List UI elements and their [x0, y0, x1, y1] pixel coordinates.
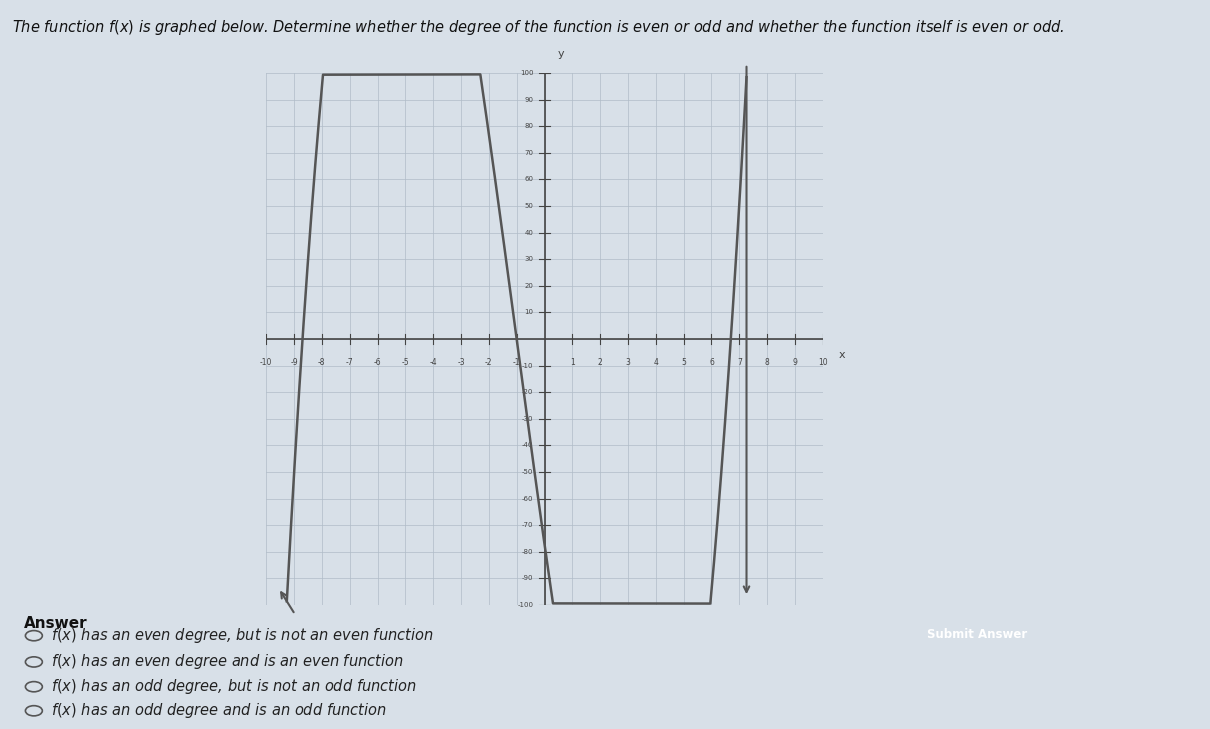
Text: 90: 90: [524, 96, 534, 103]
Text: -20: -20: [522, 389, 534, 395]
Text: 60: 60: [524, 176, 534, 182]
Text: -3: -3: [457, 358, 465, 367]
Text: 2: 2: [598, 358, 603, 367]
Text: 1: 1: [570, 358, 575, 367]
Text: -7: -7: [346, 358, 353, 367]
Text: 9: 9: [793, 358, 797, 367]
Text: Submit Answer: Submit Answer: [927, 628, 1027, 642]
Text: -90: -90: [522, 575, 534, 582]
Text: 80: 80: [524, 123, 534, 129]
Text: x: x: [839, 350, 846, 360]
Text: 40: 40: [524, 230, 534, 235]
Text: -50: -50: [522, 469, 534, 475]
Text: 5: 5: [681, 358, 686, 367]
Text: 8: 8: [765, 358, 770, 367]
Text: -6: -6: [374, 358, 381, 367]
Text: -1: -1: [513, 358, 520, 367]
Text: 10: 10: [524, 309, 534, 316]
Text: 7: 7: [737, 358, 742, 367]
Text: -80: -80: [522, 549, 534, 555]
Text: $f(x)$ has an odd degree and is an odd function: $f(x)$ has an odd degree and is an odd f…: [51, 701, 387, 720]
Text: 10: 10: [818, 358, 828, 367]
Text: -70: -70: [522, 522, 534, 529]
Text: -100: -100: [518, 602, 534, 608]
Text: -8: -8: [318, 358, 325, 367]
Text: $f(x)$ has an even degree, but is not an even function: $f(x)$ has an even degree, but is not an…: [51, 626, 433, 645]
Text: -10: -10: [260, 358, 272, 367]
Text: -10: -10: [522, 362, 534, 369]
Text: 4: 4: [653, 358, 658, 367]
Text: 20: 20: [524, 283, 534, 289]
Text: Answer: Answer: [24, 616, 88, 631]
Text: 70: 70: [524, 149, 534, 156]
Text: $f(x)$ has an odd degree, but is not an odd function: $f(x)$ has an odd degree, but is not an …: [51, 677, 416, 696]
Text: The function $f(x)$ is graphed below. Determine whether the degree of the functi: The function $f(x)$ is graphed below. De…: [12, 18, 1065, 37]
Text: 6: 6: [709, 358, 714, 367]
Text: 50: 50: [524, 203, 534, 209]
Text: $f(x)$ has an even degree and is an even function: $f(x)$ has an even degree and is an even…: [51, 652, 404, 671]
Text: 100: 100: [520, 70, 534, 76]
Text: 30: 30: [524, 256, 534, 262]
Text: -40: -40: [522, 443, 534, 448]
Text: 3: 3: [626, 358, 630, 367]
Text: -9: -9: [290, 358, 298, 367]
Text: -2: -2: [485, 358, 492, 367]
Text: -60: -60: [522, 496, 534, 502]
Text: -5: -5: [402, 358, 409, 367]
Text: -4: -4: [430, 358, 437, 367]
Text: y: y: [558, 50, 565, 59]
Text: -30: -30: [522, 416, 534, 422]
